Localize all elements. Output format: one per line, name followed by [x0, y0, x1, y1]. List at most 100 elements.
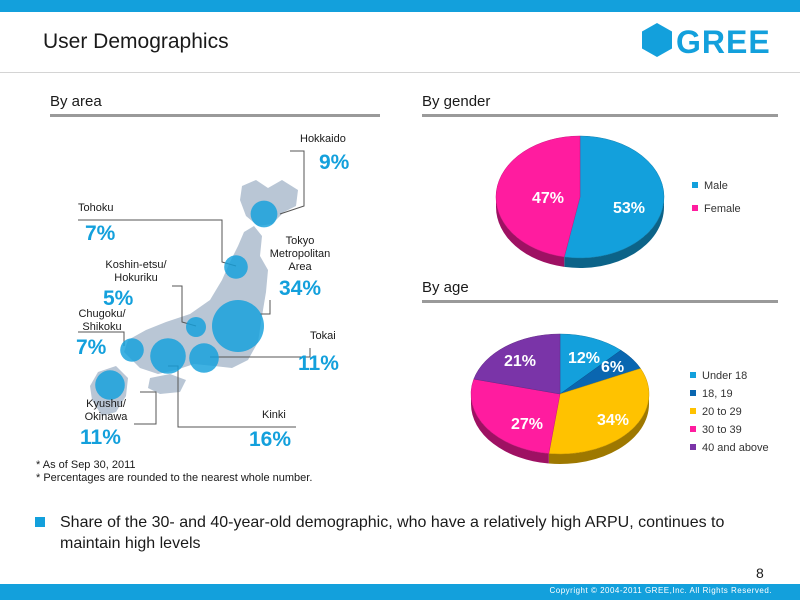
age-pie-slices — [470, 333, 650, 464]
bubble-tokyo-metropolitan-area — [212, 300, 264, 352]
legend-female-label: Female — [704, 203, 741, 215]
bubble-kyushu-okinawa — [95, 370, 125, 400]
footnote-date: * As of Sep 30, 2011 — [36, 459, 136, 471]
region-label-tokyo: Tokyo Metropolitan Area 34% — [262, 235, 338, 301]
age-heading-rule — [422, 300, 778, 303]
kyushu-name-line2: Okinawa — [84, 411, 128, 423]
legend-under18-label: Under 18 — [702, 370, 748, 382]
pie-side-male — [564, 197, 664, 268]
legend-18-19: 18, 19 — [690, 388, 733, 400]
age-heading: By age — [422, 279, 469, 296]
footnote-rounding: * Percentages are rounded to the nearest… — [36, 472, 313, 484]
area-heading: By area — [50, 93, 102, 110]
koshin-name-line2: Hokuriku — [114, 272, 158, 284]
gree-logo: GREE — [640, 22, 775, 62]
male-swatch — [692, 182, 698, 188]
pie-slice-20-to-29 — [548, 368, 650, 455]
bubble-kinki — [150, 338, 186, 374]
age30-39-pct-label: 27% — [511, 416, 544, 433]
page-title: User Demographics — [43, 30, 229, 53]
legend-20-29: 20 to 29 — [690, 406, 742, 418]
tokai-name: Tokai — [310, 330, 336, 342]
area-bubbles — [95, 200, 278, 400]
leader-line-7 — [260, 300, 271, 315]
age20-29-swatch — [690, 408, 696, 414]
kyushu-pct: 11% — [80, 426, 121, 449]
gender-heading: By gender — [422, 93, 491, 110]
top-accent-bar — [0, 0, 800, 12]
hexagon-logo-icon — [642, 23, 672, 57]
male-pct-label: 53% — [613, 200, 646, 217]
under18-pct-label: 12% — [568, 350, 601, 367]
pie-slice-male — [563, 135, 665, 259]
key-message: Share of the 30- and 40-year-old demogra… — [60, 514, 725, 552]
age18-19-pct-label: 6% — [601, 359, 625, 376]
gender-pie-slices — [495, 135, 665, 268]
gender-heading-rule — [422, 114, 778, 117]
legend-female: Female — [692, 203, 741, 215]
tokyo-pct: 34% — [278, 277, 322, 300]
logo-wordmark: GREE — [676, 24, 771, 60]
tohoku-name: Tohoku — [78, 202, 114, 214]
pie-side-female — [496, 197, 565, 267]
legend-18-19-label: 18, 19 — [702, 388, 733, 400]
age18-19-swatch — [690, 390, 696, 396]
age40plus-pct-label: 21% — [504, 353, 537, 370]
tokyo-name-line3: Area — [288, 261, 312, 273]
age20-29-pct-label: 34% — [597, 412, 630, 429]
area-heading-rule — [50, 114, 380, 117]
age-legend: Under 18 18, 19 20 to 29 30 to 39 40 and… — [690, 370, 780, 462]
koshin-name-line1: Koshin-etsu/ — [105, 259, 167, 271]
age-pie-chart — [470, 333, 650, 464]
kinki-name: Kinki — [262, 409, 286, 421]
pie-slice-under-18 — [559, 333, 622, 395]
legend-30-39-label: 30 to 39 — [702, 424, 742, 436]
under18-swatch — [690, 372, 696, 378]
bubble-chugoku-shikoku — [120, 338, 144, 362]
age40plus-swatch — [690, 444, 696, 450]
region-label-chugoku: Chugoku/ Shikoku — [72, 308, 132, 334]
legend-under18: Under 18 — [690, 370, 747, 382]
kinki-pct: 16% — [249, 428, 292, 451]
copyright-text: Copyright © 2004-2011 GREE,Inc. All Righ… — [549, 586, 772, 595]
region-label-kyushu: Kyushu/ Okinawa — [76, 398, 136, 424]
leader-line-4 — [210, 348, 311, 358]
tokyo-name-line2: Metropolitan — [269, 248, 331, 260]
pie-side-30-to-39 — [471, 394, 549, 464]
tokai-pct: 11% — [298, 352, 339, 375]
bubble-hokkaido — [250, 200, 278, 228]
legend-male: Male — [692, 180, 728, 192]
koshin-pct: 5% — [103, 287, 134, 310]
chugoku-name-line1: Chugoku/ — [78, 308, 126, 320]
pie-slice-30-to-39 — [470, 378, 561, 454]
tokyo-name-line1: Tokyo — [285, 235, 315, 247]
tohoku-pct: 7% — [85, 222, 116, 245]
pie-side-20-to-29 — [548, 394, 649, 464]
gender-legend: Male Female — [692, 180, 772, 220]
age30-39-swatch — [690, 426, 696, 432]
chugoku-name-line2: Shikoku — [82, 321, 122, 333]
chugoku-pct: 7% — [76, 336, 107, 359]
legend-30-39: 30 to 39 — [690, 424, 742, 436]
pie-slice-40-and-above — [473, 333, 561, 395]
female-swatch — [692, 205, 698, 211]
gender-pie-chart — [495, 135, 665, 268]
legend-male-label: Male — [704, 180, 728, 192]
legend-40plus: 40 and above — [690, 442, 769, 454]
bubble-koshin-etsu-hokuriku — [186, 317, 206, 337]
footer-bar: Copyright © 2004-2011 GREE,Inc. All Righ… — [0, 584, 800, 600]
hokkaido-name: Hokkaido — [300, 133, 346, 145]
bubble-tohoku — [224, 255, 248, 279]
bubble-tokai — [189, 343, 219, 373]
leader-line-0 — [279, 150, 305, 215]
kyushu-name-line1: Kyushu/ — [86, 398, 126, 410]
legend-40plus-label: 40 and above — [702, 442, 769, 454]
legend-20-29-label: 20 to 29 — [702, 406, 742, 418]
bullet-square-icon — [35, 517, 45, 527]
page-number: 8 — [756, 565, 764, 581]
hokkaido-pct: 9% — [319, 151, 350, 174]
female-pct-label: 47% — [532, 190, 565, 207]
pie-slice-female — [495, 135, 581, 258]
area-map-chart — [78, 150, 311, 428]
title-divider — [0, 72, 800, 73]
